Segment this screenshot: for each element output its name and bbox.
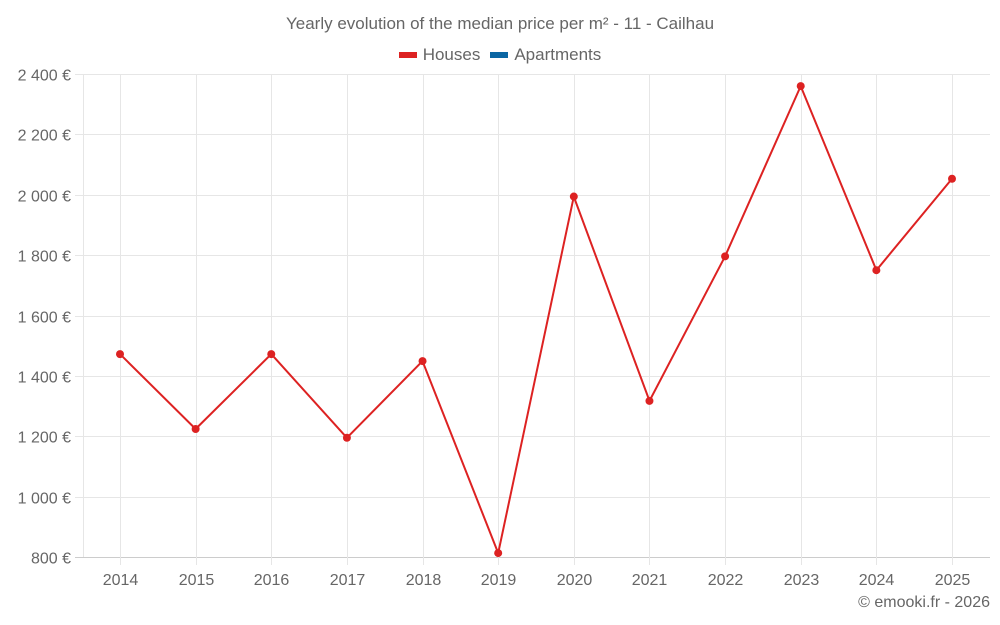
data-point[interactable]: [645, 396, 654, 405]
data-point[interactable]: [872, 266, 881, 275]
x-tick-label: 2023: [784, 572, 820, 589]
legend-item-houses[interactable]: Houses: [398, 45, 481, 65]
x-tick-label: 2017: [330, 572, 366, 589]
data-point[interactable]: [267, 350, 276, 359]
y-tick-label: 2 400 €: [18, 68, 71, 85]
series-houses: [116, 82, 956, 558]
credit: © emooki.fr - 2026: [858, 594, 990, 611]
y-tick-label: 1 000 €: [18, 491, 71, 508]
chart-title: Yearly evolution of the median price per…: [285, 14, 715, 33]
legend-item-apartments[interactable]: Apartments: [490, 45, 601, 65]
x-tick-label: 2024: [859, 572, 895, 589]
series-line: [119, 85, 953, 555]
x-tick-label: 2025: [935, 572, 971, 589]
x-axis: 2014 2015 2016 2017 2018 2019 2020 2021 2022 2023…: [103, 572, 971, 589]
data-point[interactable]: [796, 82, 805, 91]
grid: [75, 74, 990, 565]
data-point[interactable]: [721, 252, 730, 261]
y-tick-label: 2 200 €: [18, 128, 71, 145]
y-axis: 800 € 1 000 € 1 200 € 1 400 € 1 600 € 1 800 €…: [18, 68, 71, 568]
y-tick-label: 800 €: [31, 551, 71, 568]
x-tick-label: 2014: [103, 572, 139, 589]
y-tick-label: 2 000 €: [18, 189, 71, 206]
data-point[interactable]: [494, 549, 503, 558]
y-tick-label: 1 800 €: [18, 249, 71, 266]
data-point[interactable]: [191, 425, 200, 434]
legend: Houses Apartments: [0, 45, 1000, 65]
apartments-swatch-icon: [490, 52, 509, 58]
data-point[interactable]: [569, 192, 578, 201]
x-tick-label: 2016: [254, 572, 290, 589]
y-tick-label: 1 400 €: [18, 370, 71, 387]
x-tick-label: 2021: [632, 572, 668, 589]
data-point[interactable]: [948, 174, 956, 183]
legend-label-houses: Houses: [422, 45, 481, 64]
data-point[interactable]: [418, 357, 427, 366]
x-tick-label: 2018: [406, 572, 442, 589]
data-point[interactable]: [342, 433, 351, 442]
x-tick-label: 2019: [481, 572, 517, 589]
x-tick-label: 2015: [179, 572, 215, 589]
legend-label-apartments: Apartments: [514, 45, 602, 64]
x-tick-label: 2020: [557, 572, 593, 589]
y-tick-label: 1 200 €: [18, 430, 71, 447]
x-tick-label: 2022: [708, 572, 744, 589]
y-tick-label: 1 600 €: [18, 310, 71, 327]
data-point[interactable]: [116, 350, 124, 359]
houses-swatch-icon: [398, 52, 417, 58]
